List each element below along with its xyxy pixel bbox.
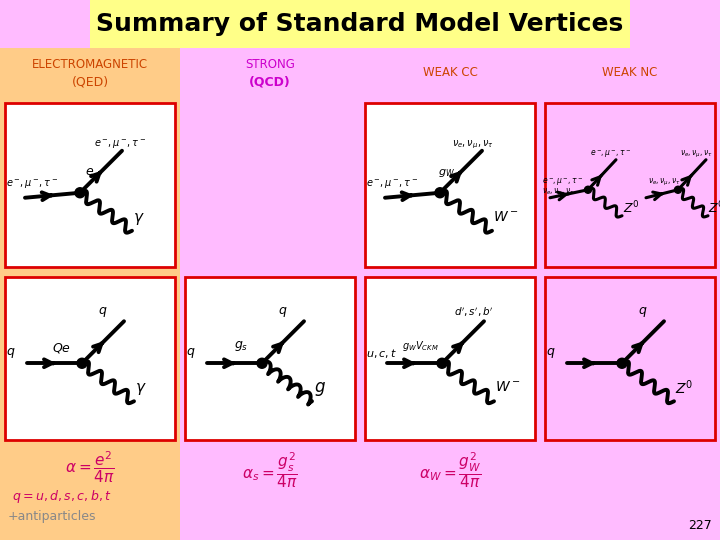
Text: (QED): (QED) xyxy=(71,76,109,89)
Circle shape xyxy=(585,186,592,193)
Bar xyxy=(180,48,360,540)
Text: $\nu_e,\nu_\mu,\nu_\tau$: $\nu_e,\nu_\mu,\nu_\tau$ xyxy=(542,187,575,198)
Text: $g_W$: $g_W$ xyxy=(438,167,455,179)
Text: $\gamma$: $\gamma$ xyxy=(133,211,145,227)
Text: $g_s$: $g_s$ xyxy=(234,339,248,353)
Text: $\alpha = \dfrac{e^2}{4\pi}$: $\alpha = \dfrac{e^2}{4\pi}$ xyxy=(65,450,115,485)
Text: $Z^0$: $Z^0$ xyxy=(675,378,693,396)
Text: $g_W V_{CKM}$: $g_W V_{CKM}$ xyxy=(402,339,438,353)
Text: $Z^0$: $Z^0$ xyxy=(708,199,720,216)
Text: ELECTROMAGNETIC: ELECTROMAGNETIC xyxy=(32,57,148,71)
Bar xyxy=(185,103,355,267)
Bar xyxy=(185,276,355,440)
Text: $g$: $g$ xyxy=(314,380,326,399)
Text: WEAK NC: WEAK NC xyxy=(603,66,657,79)
Text: $Z^0$: $Z^0$ xyxy=(623,199,639,216)
Text: STRONG: STRONG xyxy=(245,57,295,71)
Bar xyxy=(365,103,535,267)
Bar xyxy=(5,103,175,267)
Text: $q$: $q$ xyxy=(638,305,647,319)
Bar xyxy=(540,48,720,540)
Circle shape xyxy=(257,358,267,368)
Circle shape xyxy=(437,358,447,368)
Bar xyxy=(5,276,175,440)
Bar xyxy=(0,48,180,540)
Text: +antiparticles: +antiparticles xyxy=(8,510,96,523)
Text: WEAK CC: WEAK CC xyxy=(423,66,477,79)
Text: $q$: $q$ xyxy=(186,346,195,360)
Text: $e^-\!,\mu^-\!,\tau^-$: $e^-\!,\mu^-\!,\tau^-$ xyxy=(590,148,631,160)
Text: $\nu_e,\nu_\mu,\nu_\tau$: $\nu_e,\nu_\mu,\nu_\tau$ xyxy=(648,177,681,188)
Bar xyxy=(365,276,535,440)
Text: $q$: $q$ xyxy=(6,346,15,360)
Text: $\nu_e,\nu_\mu,\nu_\tau$: $\nu_e,\nu_\mu,\nu_\tau$ xyxy=(452,138,494,151)
Circle shape xyxy=(675,186,682,193)
Text: $W^-$: $W^-$ xyxy=(495,380,521,394)
Text: $\nu_e,\nu_\mu,\nu_\tau$: $\nu_e,\nu_\mu,\nu_\tau$ xyxy=(680,148,713,160)
Text: $\gamma$: $\gamma$ xyxy=(135,381,147,397)
Bar xyxy=(90,0,630,48)
Text: $q$: $q$ xyxy=(98,305,107,319)
Bar xyxy=(545,103,715,267)
Bar xyxy=(360,48,540,540)
Text: $d',s',b'$: $d',s',b'$ xyxy=(454,306,494,319)
Text: $Qe$: $Qe$ xyxy=(52,341,71,355)
Text: 227: 227 xyxy=(688,519,712,532)
Text: $e^-\!,\mu^-\!,\tau^-$: $e^-\!,\mu^-\!,\tau^-$ xyxy=(6,178,58,191)
Text: $e^-\!,\mu^-\!,\tau^-$: $e^-\!,\mu^-\!,\tau^-$ xyxy=(542,176,583,188)
Text: $e^-\!,\mu^-\!,\tau^-$: $e^-\!,\mu^-\!,\tau^-$ xyxy=(94,138,146,151)
Text: $W^-$: $W^-$ xyxy=(493,210,518,224)
Circle shape xyxy=(435,188,445,198)
Text: $u,c,t$: $u,c,t$ xyxy=(366,347,397,360)
Text: $q$: $q$ xyxy=(278,305,287,319)
Circle shape xyxy=(75,188,85,198)
Circle shape xyxy=(77,358,87,368)
Text: $e$: $e$ xyxy=(85,165,94,178)
Text: $\alpha_s = \dfrac{g_s^2}{4\pi}$: $\alpha_s = \dfrac{g_s^2}{4\pi}$ xyxy=(242,450,298,490)
Text: $e^-\!,\mu^-\!,\tau^-$: $e^-\!,\mu^-\!,\tau^-$ xyxy=(366,178,418,191)
Circle shape xyxy=(617,358,627,368)
Text: Summary of Standard Model Vertices: Summary of Standard Model Vertices xyxy=(96,12,624,36)
Bar xyxy=(545,276,715,440)
Text: (QCD): (QCD) xyxy=(249,76,291,89)
Text: $q = u,d,s,c,b,t$: $q = u,d,s,c,b,t$ xyxy=(12,488,112,505)
Text: $q$: $q$ xyxy=(546,346,555,360)
Text: $\alpha_W = \dfrac{g_W^2}{4\pi}$: $\alpha_W = \dfrac{g_W^2}{4\pi}$ xyxy=(419,450,481,490)
